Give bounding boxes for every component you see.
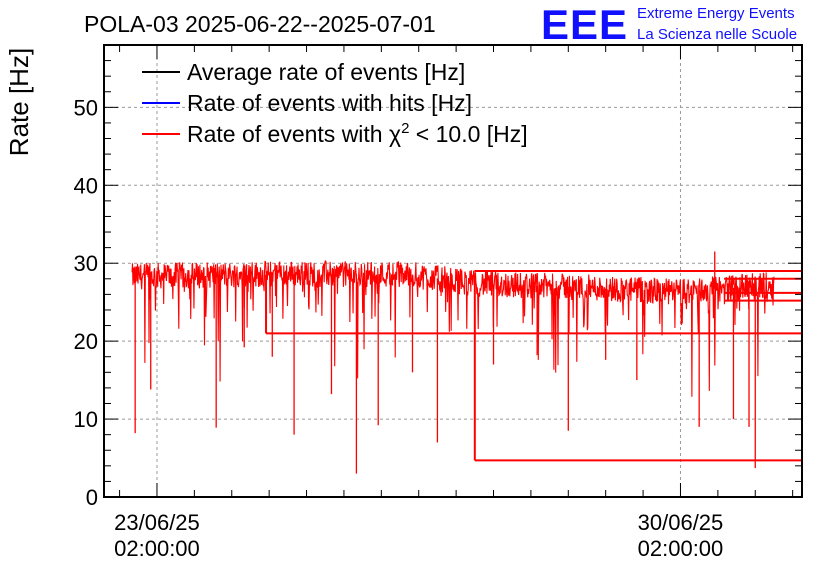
legend-label-chi2: Rate of events with χ2 < 10.0 [Hz] xyxy=(187,120,528,147)
x-tick-label-time: 02:00:00 xyxy=(114,536,200,561)
y-tick-label: 0 xyxy=(86,485,98,510)
eee-logo: EEE Extreme Energy Events La Scienza nel… xyxy=(541,1,797,48)
x-tick-label-date: 30/06/25 xyxy=(638,510,724,535)
logo-line-1: Extreme Energy Events xyxy=(637,5,795,22)
x-tick-label-time: 02:00:00 xyxy=(638,536,724,561)
plot-frame xyxy=(103,44,803,498)
legend-label-hits: Rate of events with hits [Hz] xyxy=(187,90,472,116)
tick-labels: 0102030405023/06/2502:00:0030/06/2502:00… xyxy=(74,95,724,561)
series-line-chi2 xyxy=(131,260,775,397)
axes xyxy=(103,44,803,498)
y-tick-label: 30 xyxy=(74,251,98,276)
legend-chi2-pre: Rate of events with xyxy=(187,121,389,147)
legend-chi2-sup: 2 xyxy=(401,120,409,137)
y-tick-label: 20 xyxy=(74,329,98,354)
legend-label-average: Average rate of events [Hz] xyxy=(187,59,465,85)
series-layer xyxy=(131,251,802,474)
y-axis-label: Rate [Hz] xyxy=(4,48,34,156)
legend: Average rate of events [Hz] Rate of even… xyxy=(142,59,528,147)
y-tick-label: 40 xyxy=(74,173,98,198)
logo-line-2: La Scienza nelle Scuole xyxy=(637,26,797,43)
y-tick-label: 50 xyxy=(74,95,98,120)
chart-title: POLA-03 2025-06-22--2025-07-01 xyxy=(84,11,436,37)
legend-chi2-post: < 10.0 [Hz] xyxy=(409,121,527,147)
x-tick-label-date: 23/06/25 xyxy=(114,510,200,535)
logo-letters: EEE xyxy=(541,1,628,48)
legend-chi2-symbol: χ xyxy=(389,121,401,147)
y-tick-label: 10 xyxy=(74,407,98,432)
